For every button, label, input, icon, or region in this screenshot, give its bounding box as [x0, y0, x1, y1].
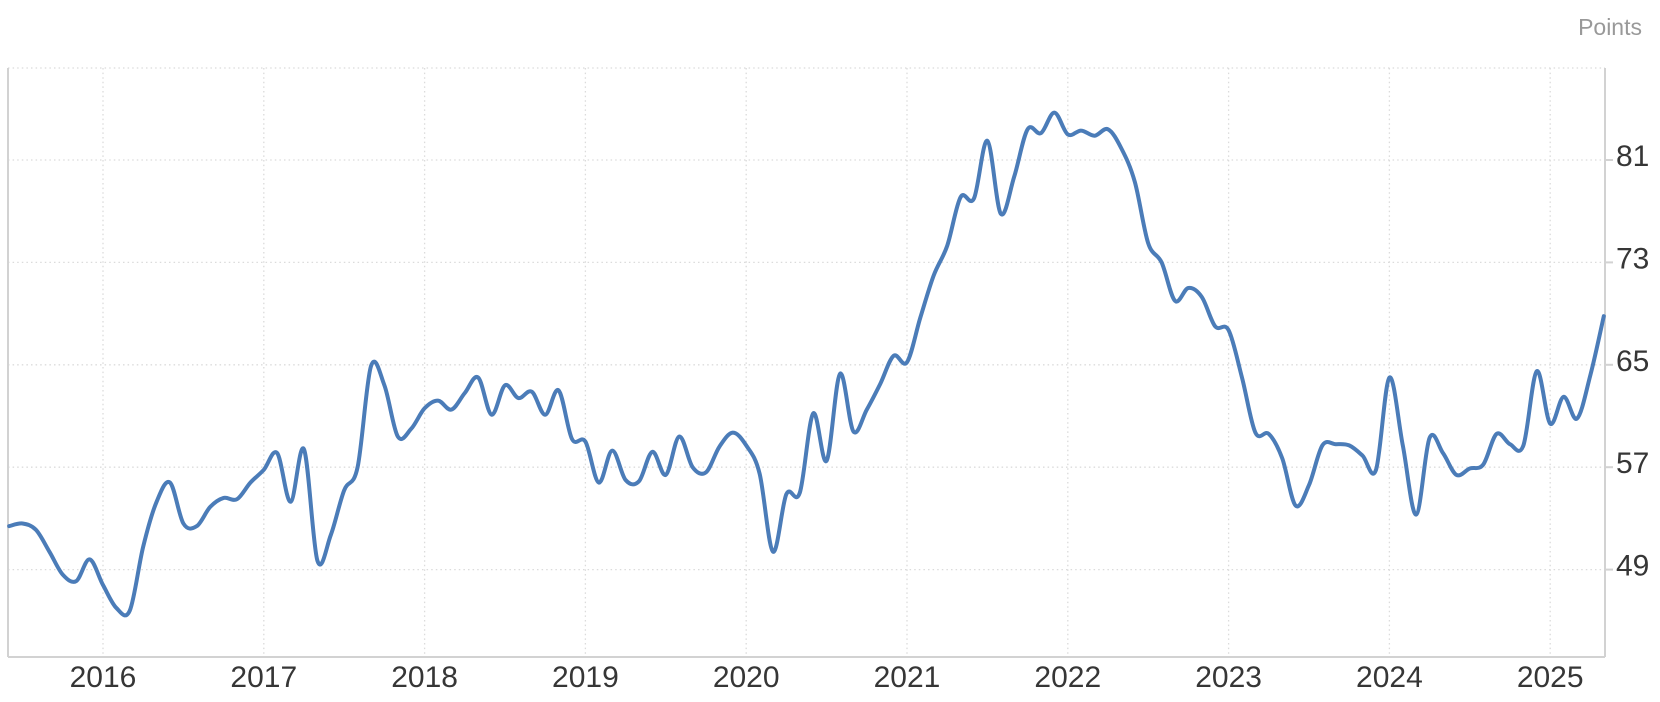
y-axis-unit-label: Points	[1578, 14, 1642, 40]
x-axis-tick-label: 2017	[230, 661, 297, 694]
x-axis-tick-label: 2016	[70, 661, 137, 694]
x-axis-tick-label: 2023	[1195, 661, 1262, 694]
series-line	[7, 110, 1606, 618]
y-axis-tick-label: 81	[1616, 140, 1649, 173]
y-axis-tick-label: 65	[1616, 345, 1649, 378]
x-axis-tick-label: 2024	[1356, 661, 1423, 694]
x-axis-tick-label: 2018	[391, 661, 458, 694]
y-axis-tick-label: 49	[1616, 550, 1649, 583]
x-axis-tick-label: 2022	[1034, 661, 1101, 694]
y-axis-tick-label: 73	[1616, 242, 1649, 275]
y-axis-tick-label: 57	[1616, 447, 1649, 480]
x-axis-tick-label: 2020	[713, 661, 780, 694]
x-axis-tick-label: 2019	[552, 661, 619, 694]
x-axis-tick-label: 2021	[874, 661, 941, 694]
x-axis-tick-label: 2025	[1517, 661, 1584, 694]
